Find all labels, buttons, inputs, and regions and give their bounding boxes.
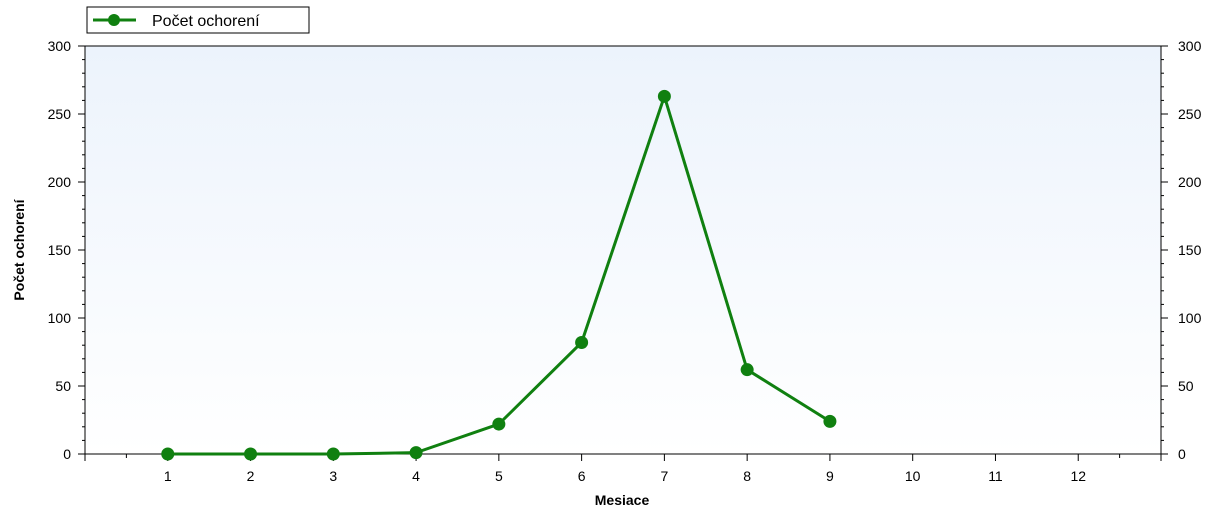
data-point [657, 89, 671, 103]
y-right-tick-label: 300 [1178, 38, 1202, 54]
y-axis-left-ticks: 0 50 100 150 200 250 300 [48, 38, 85, 462]
x-tick-label: 8 [743, 468, 751, 484]
x-tick-label: 11 [988, 468, 1003, 484]
x-tick-label: 3 [329, 468, 337, 484]
y-right-tick-label: 250 [1178, 106, 1202, 122]
x-tick-label: 2 [247, 468, 255, 484]
y-right-tick-label: 50 [1178, 378, 1194, 394]
y-left-tick-label: 200 [48, 174, 72, 190]
data-point [244, 447, 258, 461]
x-tick-label: 12 [1070, 468, 1086, 484]
y-right-tick-label: 0 [1178, 446, 1186, 462]
y-left-tick-label: 150 [48, 242, 72, 258]
y-right-tick-label: 200 [1178, 174, 1202, 190]
x-axis-title: Mesiace [595, 492, 650, 508]
data-point [823, 414, 837, 428]
y-left-tick-label: 50 [55, 378, 71, 394]
y-left-tick-label: 0 [63, 446, 71, 462]
x-tick-label: 1 [164, 468, 172, 484]
y-axis-right-ticks: 0 50 100 150 200 250 300 [1161, 38, 1202, 462]
legend: Počet ochorení [86, 6, 310, 34]
y-right-tick-label: 150 [1178, 242, 1202, 258]
data-point [326, 447, 340, 461]
y-left-tick-label: 300 [48, 38, 72, 54]
data-point [161, 447, 175, 461]
legend-marker-swatch [108, 14, 120, 26]
x-tick-label: 4 [412, 468, 420, 484]
data-point [575, 335, 589, 349]
x-tick-label: 7 [660, 468, 668, 484]
x-axis-ticks: 1 2 3 4 5 6 7 8 9 10 11 12 [125, 454, 1121, 484]
x-tick-label: 10 [905, 468, 921, 484]
x-tick-label: 9 [826, 468, 834, 484]
data-point [409, 446, 423, 460]
data-point [740, 363, 754, 377]
y-left-tick-label: 250 [48, 106, 72, 122]
y-left-tick-label: 100 [48, 310, 72, 326]
plot-area [85, 46, 1161, 454]
legend-label: Počet ochorení [152, 13, 260, 30]
data-point [492, 417, 506, 431]
x-tick-label: 5 [495, 468, 503, 484]
series-layer [161, 89, 837, 461]
y-axis-title: Počet ochorení [11, 198, 27, 300]
y-right-tick-label: 100 [1178, 310, 1202, 326]
x-tick-label: 6 [578, 468, 586, 484]
